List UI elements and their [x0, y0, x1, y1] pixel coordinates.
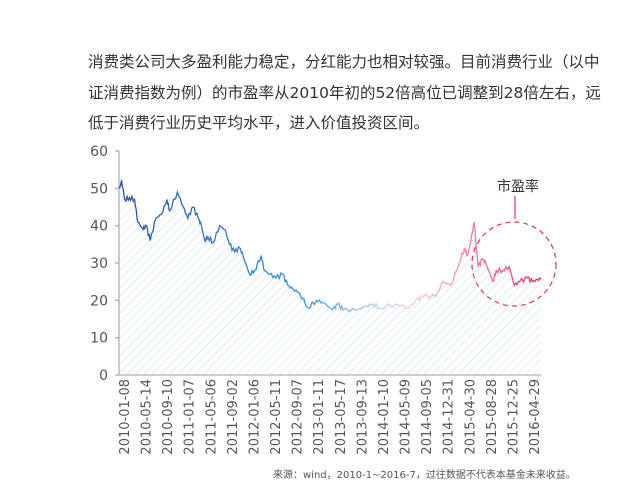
- x-tick-label: 2016-04-29: [528, 379, 543, 455]
- x-tick-label: 2012-09-07: [291, 379, 306, 455]
- x-tick-label: 2010-09-10: [161, 379, 176, 455]
- y-tick-label: 50: [90, 181, 108, 197]
- x-tick-label: 2013-01-11: [312, 379, 327, 455]
- y-tick-label: 40: [90, 219, 108, 235]
- x-tick-label: 2015-04-30: [463, 379, 478, 455]
- y-tick-label: 60: [90, 144, 108, 160]
- intro-paragraph: 消费类公司大多盈利能力稳定，分红能力也相对较强。目前消费行业（以中证消费指数为例…: [88, 53, 601, 132]
- x-tick-label: 2014-09-05: [420, 379, 435, 455]
- y-tick-label: 10: [90, 331, 108, 347]
- annotation-label: 市盈率: [497, 178, 539, 195]
- x-tick-label: 2013-05-17: [334, 379, 349, 455]
- source-note: 来源：wind，2010-1~2016-7，过往数据不代表本基金未来收益。: [273, 470, 576, 481]
- x-tick-label: 2014-05-09: [399, 379, 414, 455]
- area-fill: [119, 180, 541, 375]
- pe-line: [118, 178, 542, 313]
- x-tick-label: 2011-05-06: [204, 379, 219, 455]
- x-tick-label: 2014-12-31: [442, 379, 457, 455]
- y-tick-label: 20: [90, 293, 108, 309]
- x-tick-label: 2015-12-25: [506, 379, 521, 455]
- x-tick-label: 2011-09-02: [226, 379, 241, 455]
- x-tick-label: 2013-09-13: [355, 379, 370, 455]
- y-tick-label: 0: [99, 368, 108, 384]
- x-tick-label: 2012-05-11: [269, 379, 284, 455]
- x-tick-label: 2010-05-14: [140, 379, 155, 455]
- x-tick-label: 2014-01-10: [377, 379, 392, 455]
- x-tick-label: 2011-01-07: [183, 379, 198, 455]
- y-tick-label: 30: [90, 256, 108, 272]
- x-tick-label: 2015-08-28: [485, 379, 500, 455]
- x-tick-label: 2012-01-06: [247, 379, 262, 455]
- highlight-circle: [471, 221, 557, 307]
- x-tick-label: 2010-01-08: [118, 379, 133, 455]
